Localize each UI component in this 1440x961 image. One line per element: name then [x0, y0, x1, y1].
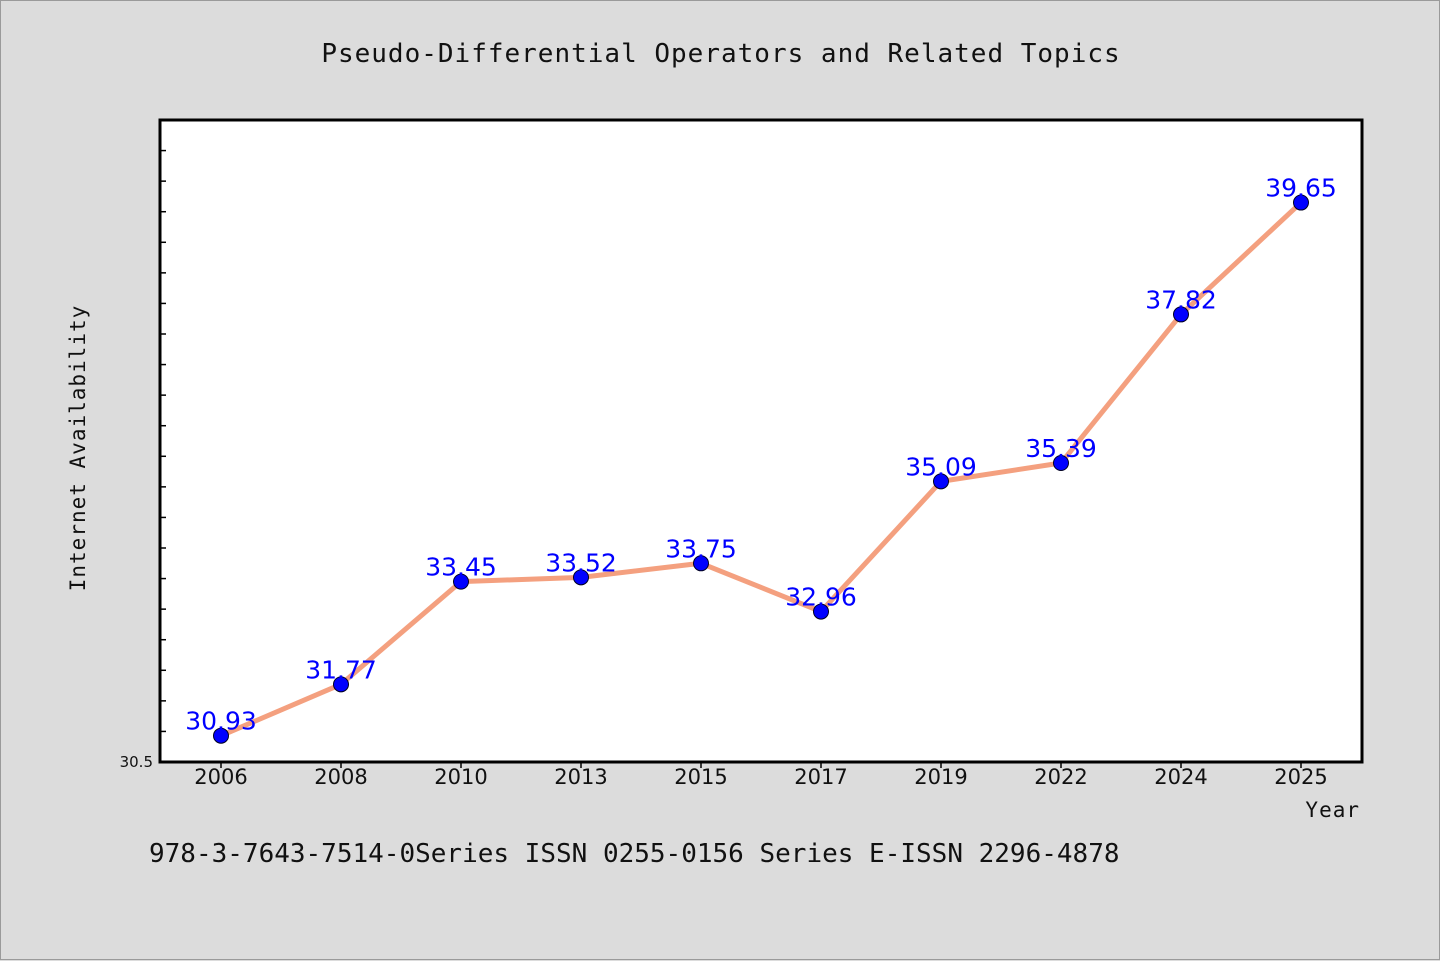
data-label: 32.96: [785, 583, 857, 612]
x-axis-label: Year: [1305, 798, 1360, 822]
x-tick-label: 2010: [434, 765, 487, 789]
chart-title: Pseudo-Differential Operators and Relate…: [321, 39, 1120, 69]
data-label: 30.93: [185, 707, 257, 736]
x-axis-ticks: 2006 2008 2010 2013 2015 2017 2019 2022 2024 2025: [194, 762, 1328, 789]
data-markers: [213, 194, 1309, 744]
data-label: 33.52: [545, 548, 617, 577]
data-label: 33.45: [425, 553, 497, 582]
data-point: [1173, 306, 1189, 323]
footer-text: 978-3-7643-7514-0Series ISSN 0255-0156 S…: [149, 839, 1120, 869]
y-axis-label: Internet Availability: [66, 305, 90, 592]
x-tick-label: 2008: [314, 765, 367, 789]
data-labels: 30.93 31.77 33.45 33.52 33.75 32.96 35.09 35.39…: [185, 174, 1337, 736]
x-tick-label: 2017: [794, 765, 847, 789]
x-tick-label: 2013: [554, 765, 607, 789]
x-tick-label: 2025: [1274, 765, 1327, 789]
data-label: 31.77: [305, 655, 377, 684]
x-tick-label: 2022: [1034, 765, 1087, 789]
data-point: [213, 727, 229, 744]
x-tick-label: 2006: [194, 765, 247, 789]
data-label: 39.65: [1265, 174, 1337, 203]
data-point: [453, 573, 469, 590]
x-tick-label: 2015: [674, 765, 727, 789]
data-point: [933, 473, 949, 490]
data-point: [573, 569, 589, 586]
x-tick-label: 2019: [914, 765, 967, 789]
data-label: 35.39: [1025, 434, 1097, 463]
x-tick-label: 2024: [1154, 765, 1207, 789]
y-tick-label-min: 30.5: [120, 753, 153, 771]
data-label: 33.75: [665, 534, 737, 563]
data-point: [813, 603, 829, 620]
series-line: [218, 200, 1304, 739]
plot-area: [158, 118, 1364, 764]
data-label: 37.82: [1145, 285, 1217, 314]
data-point: [1053, 455, 1069, 472]
data-label: 35.09: [905, 452, 977, 481]
data-point: [693, 555, 709, 572]
data-point: [1293, 194, 1309, 211]
y-axis-ticks: [160, 119, 166, 763]
data-point: [333, 676, 349, 693]
